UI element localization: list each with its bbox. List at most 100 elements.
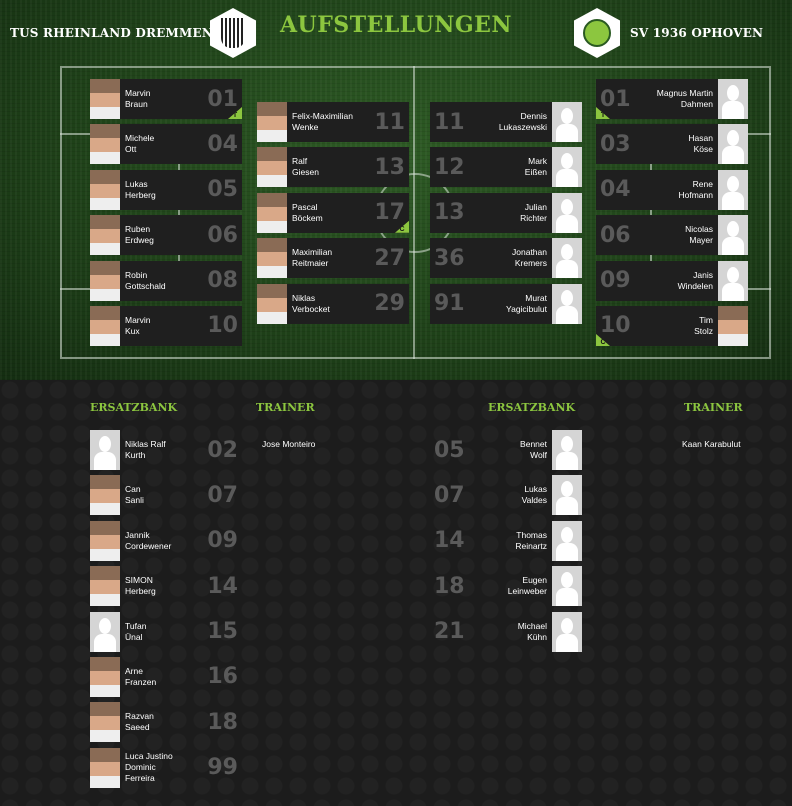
player-last-name: Gottschald xyxy=(125,280,166,291)
player-card[interactable]: Ruben Erdweg 06 xyxy=(90,215,242,256)
player-last-name: Erdweg xyxy=(125,235,154,246)
player-photo xyxy=(257,283,287,324)
player-card[interactable]: Arne Franzen 16 xyxy=(90,656,242,697)
player-first-name: Janis xyxy=(693,269,713,280)
player-photo xyxy=(552,147,582,188)
player-number: 05 xyxy=(207,177,238,203)
player-number: 09 xyxy=(600,268,631,294)
player-last-name: Giesen xyxy=(292,167,319,178)
player-first-name: Robin xyxy=(125,269,148,280)
player-card[interactable]: Mark Eißen 12 xyxy=(430,147,582,188)
player-number: 02 xyxy=(207,437,238,463)
page-title: AUFSTELLUNGEN xyxy=(279,12,513,38)
player-number: 10 xyxy=(207,313,238,339)
player-card[interactable]: Marvin Braun 01 T xyxy=(90,79,242,119)
player-first-name: Michael xyxy=(517,620,547,631)
player-photo xyxy=(90,475,120,516)
player-last-name: Wenke xyxy=(292,122,319,132)
player-number: 14 xyxy=(207,573,238,599)
player-card[interactable]: Nicolas Mayer 06 xyxy=(596,215,748,256)
player-card[interactable]: Ralf Giesen 13 xyxy=(257,147,409,188)
player-first-name: Pascal xyxy=(292,201,318,212)
player-first-name: Dennis xyxy=(520,111,547,121)
player-card[interactable]: Dennis Lukaszewski 11 xyxy=(430,102,582,142)
player-card[interactable]: Lukas Herberg 05 xyxy=(90,169,242,210)
player-photo xyxy=(552,611,582,652)
player-card[interactable]: Eugen Leinweber 18 xyxy=(430,566,582,607)
player-last-name: Ott xyxy=(125,144,137,155)
player-last-name: Kühn xyxy=(527,631,547,642)
player-name: Hasan Köse xyxy=(635,133,718,155)
player-photo xyxy=(718,79,748,119)
home-team-name: TUS RHEINLAND DREMMEN II xyxy=(10,26,229,40)
player-last-name: Herberg xyxy=(125,586,156,597)
player-card[interactable]: Razvan Saeed 18 xyxy=(90,702,242,743)
away-bench-list: Bennet Wolf 05 Lukas Valdes 07 Thomas Reinartz 1… xyxy=(430,430,582,652)
player-name: Bennet Wolf xyxy=(469,439,552,461)
player-photo xyxy=(552,238,582,279)
player-first-name: Thomas xyxy=(516,529,547,540)
player-photo xyxy=(90,520,120,561)
player-card[interactable]: Luca Justino Dominic Ferreira 99 xyxy=(90,747,242,788)
player-number: 14 xyxy=(434,528,465,554)
player-photo xyxy=(90,79,120,119)
player-first-name: Razvan xyxy=(125,711,154,722)
player-card[interactable]: Jonathan Kremers 36 xyxy=(430,238,582,279)
player-photo xyxy=(718,124,748,165)
player-first-name: Rene xyxy=(692,178,713,189)
player-number: 17 xyxy=(374,200,405,226)
player-number: 16 xyxy=(207,664,238,690)
home-trainer-name: Jose Monteiro xyxy=(262,439,316,449)
player-name: Razvan Saeed xyxy=(120,711,203,733)
player-card[interactable]: Michele Ott 04 xyxy=(90,124,242,165)
player-photo xyxy=(552,283,582,324)
player-number: 01 xyxy=(207,86,238,112)
player-card[interactable]: Pascal Böckem 17 C xyxy=(257,192,409,233)
player-card[interactable]: Tim Stolz 10 C xyxy=(596,305,748,346)
player-name: Janis Windelen xyxy=(635,270,718,292)
player-card[interactable]: Murat Yagicibulut 91 xyxy=(430,283,582,324)
player-card[interactable]: Rene Hofmann 04 xyxy=(596,169,748,210)
player-card[interactable]: Niklas Verbocket 29 xyxy=(257,283,409,324)
home-team-logo xyxy=(210,8,256,58)
player-first-name: Maximilian xyxy=(292,247,333,258)
player-name: Rene Hofmann xyxy=(635,179,718,201)
player-number: 05 xyxy=(434,437,465,463)
player-photo xyxy=(90,656,120,697)
player-card[interactable]: Niklas Ralf Kurth 02 xyxy=(90,430,242,470)
player-photo xyxy=(257,102,287,142)
player-first-name: Eugen xyxy=(522,575,547,586)
player-card[interactable]: Maximilian Reitmaier 27 xyxy=(257,238,409,279)
player-last-name: Sanli xyxy=(125,495,144,506)
player-card[interactable]: Can Sanli 07 xyxy=(90,475,242,516)
player-number: 11 xyxy=(434,109,465,135)
player-photo xyxy=(552,520,582,561)
player-first-name: Niklas Ralf xyxy=(125,439,166,449)
player-card[interactable]: Hasan Köse 03 xyxy=(596,124,748,165)
player-card[interactable]: Jannik Cordewener 09 xyxy=(90,520,242,561)
player-last-name: Ferreira xyxy=(125,773,155,784)
player-photo xyxy=(90,124,120,165)
player-last-name: Valdes xyxy=(521,495,547,506)
player-name: Murat Yagicibulut xyxy=(469,293,552,315)
player-number: 18 xyxy=(207,709,238,735)
player-card[interactable]: Marvin Kux 10 xyxy=(90,305,242,346)
player-card[interactable]: Magnus Martin Dahmen 01 T xyxy=(596,79,748,119)
player-card[interactable]: Thomas Reinartz 14 xyxy=(430,520,582,561)
player-first-name: Niklas xyxy=(292,292,316,303)
player-card[interactable]: Robin Gottschald 08 xyxy=(90,260,242,301)
player-card[interactable]: Michael Kühn 21 xyxy=(430,611,582,652)
player-card[interactable]: Tufan Ünal 15 xyxy=(90,611,242,652)
player-card[interactable]: Janis Windelen 09 xyxy=(596,260,748,301)
player-last-name: Herberg xyxy=(125,189,156,200)
player-last-name: Hofmann xyxy=(678,189,714,200)
away-trainer-heading: TRAINER xyxy=(684,401,743,414)
player-card[interactable]: Bennet Wolf 05 xyxy=(430,430,582,470)
player-photo xyxy=(552,102,582,142)
player-number: 03 xyxy=(600,131,631,157)
player-card[interactable]: SIMON Herberg 14 xyxy=(90,566,242,607)
player-card[interactable]: Lukas Valdes 07 xyxy=(430,475,582,516)
player-first-name: Lukas xyxy=(524,484,547,495)
player-card[interactable]: Felix-Maximilian Wenke 11 xyxy=(257,102,409,142)
player-card[interactable]: Julian Richter 13 xyxy=(430,192,582,233)
